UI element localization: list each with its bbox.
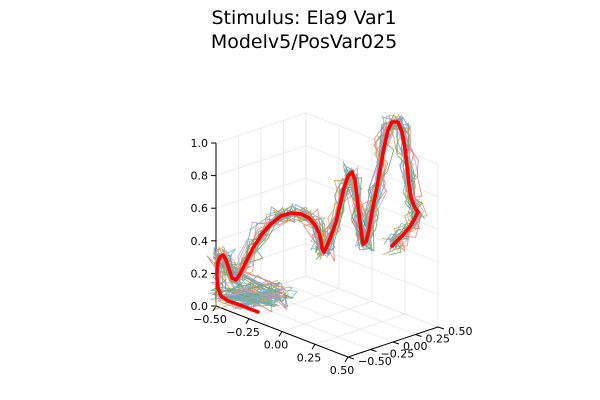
grid-line (260, 290, 394, 343)
y-tick-label: 0.50 (448, 325, 473, 338)
z-tick-label: 0.8 (191, 170, 209, 183)
x-tick-label: 0.00 (264, 339, 289, 352)
stimulus-trajectory (215, 120, 420, 314)
grid-line (305, 145, 439, 197)
y-tick (392, 341, 400, 345)
y-tick (437, 326, 445, 330)
model-trajectory (215, 120, 422, 303)
axes (211, 142, 445, 363)
stimulus-line (215, 120, 420, 314)
x-tick-label: −0.25 (226, 326, 260, 339)
x-tick (245, 318, 250, 325)
z-tick-label: 0.4 (191, 235, 209, 248)
grid-line (305, 275, 439, 328)
x-tick-label: 0.50 (330, 364, 355, 377)
y-tick-label: 0.00 (403, 340, 428, 353)
x-tick-label: 0.25 (297, 351, 322, 364)
grid-line (283, 283, 416, 335)
grid-line (238, 298, 371, 350)
z-tick-label: 1.0 (191, 137, 209, 150)
y-tick-label: −0.50 (358, 355, 392, 368)
model-trajectory (213, 114, 414, 299)
x-tick (278, 331, 283, 337)
y-tick-label: 0.25 (426, 333, 451, 346)
chart-title-line1: Stimulus: Ela9 Var1 (211, 7, 396, 29)
y-tick (347, 356, 355, 360)
y-tick-label: −0.25 (381, 348, 415, 361)
grid-line (305, 112, 439, 165)
x-tick (344, 356, 349, 363)
z-tick-label: 0.0 (191, 300, 209, 313)
y-tick (370, 349, 377, 352)
x-tick-label: −0.50 (193, 313, 227, 326)
chart-title-line2: Modelv5/PosVar025 (211, 31, 397, 53)
z-tick-label: 0.6 (191, 202, 209, 215)
tick-labels: −0.50−0.250.000.250.50−0.50−0.250.000.25… (191, 137, 473, 377)
model-trajectory (214, 114, 422, 310)
x-tick (311, 343, 316, 350)
z-tick-label: 0.2 (191, 267, 209, 280)
model-trajectories (206, 113, 428, 313)
y-tick (415, 334, 422, 337)
